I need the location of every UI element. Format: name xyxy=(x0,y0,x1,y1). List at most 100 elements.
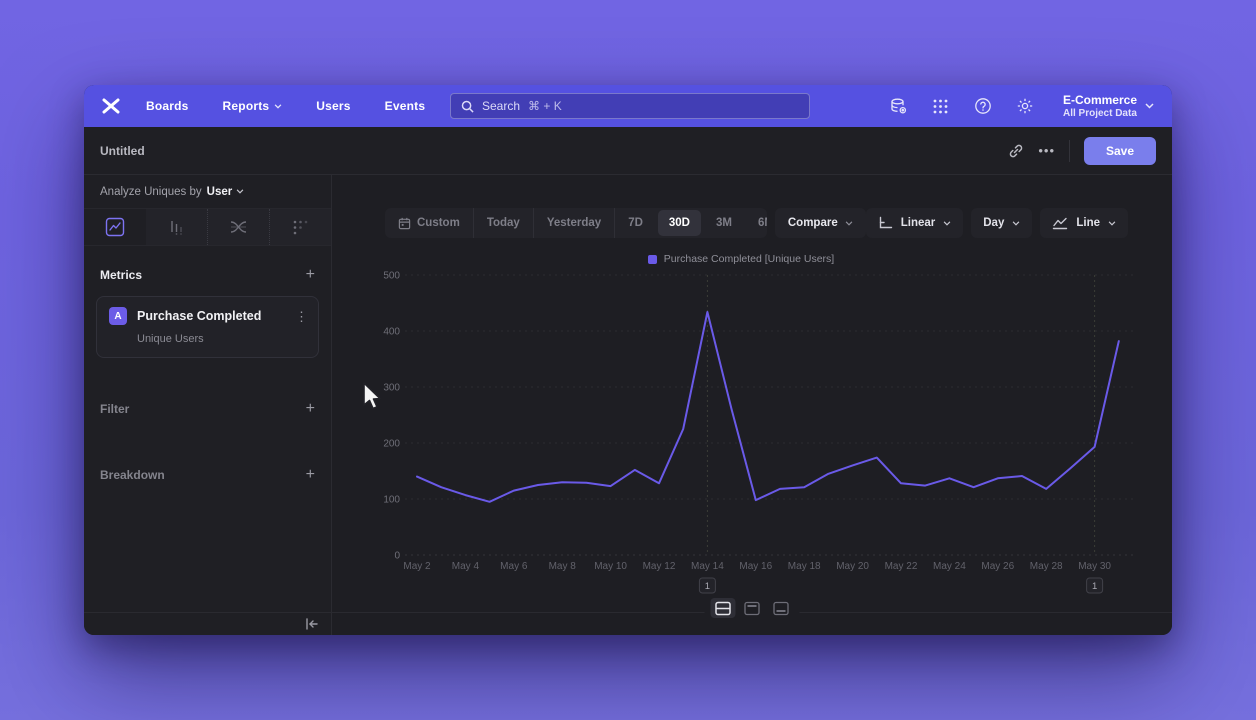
tab-retention[interactable] xyxy=(269,209,331,245)
interval-dropdown[interactable]: Day xyxy=(971,208,1033,238)
add-breakdown-button[interactable]: + xyxy=(305,466,315,483)
chart-toolbar: CustomTodayYesterday7D30D3M6M12M Compare… xyxy=(385,208,1128,238)
y-tick-label: 400 xyxy=(383,327,400,338)
collapse-sidebar-button[interactable] xyxy=(305,617,319,630)
retention-icon xyxy=(293,220,308,234)
add-filter-button[interactable]: + xyxy=(305,400,315,417)
metric-menu-button[interactable]: ⋮ xyxy=(295,308,308,324)
x-tick-label: May 14 xyxy=(691,561,724,572)
x-tick-label: May 30 xyxy=(1078,561,1111,572)
help-icon[interactable] xyxy=(973,96,993,116)
x-tick-label: May 6 xyxy=(500,561,528,572)
nav-item-boards[interactable]: Boards xyxy=(146,99,189,113)
nav-item-reports[interactable]: Reports xyxy=(223,99,283,113)
x-tick-label: May 22 xyxy=(885,561,918,572)
tab-funnels[interactable] xyxy=(146,209,207,245)
chart-view-icon xyxy=(744,601,760,615)
table-view-icon xyxy=(773,601,789,615)
x-tick-label: May 28 xyxy=(1030,561,1063,572)
chevron-down-icon xyxy=(1013,220,1020,226)
x-tick-label: May 16 xyxy=(739,561,772,572)
nav-menu: Boards Reports Users Events xyxy=(146,99,425,113)
copy-link-button[interactable] xyxy=(1008,143,1024,159)
range-30d[interactable]: 30D xyxy=(657,210,701,236)
toggle-split-view[interactable] xyxy=(710,598,736,618)
report-title: Untitled xyxy=(100,143,145,158)
metric-badge: A xyxy=(109,307,127,325)
x-tick-label: May 12 xyxy=(643,561,676,572)
sidebar-footer xyxy=(84,612,331,635)
toggle-chart-view[interactable] xyxy=(740,598,765,618)
filter-label: Filter xyxy=(100,402,130,416)
bottom-divider xyxy=(84,612,1172,613)
chevron-down-icon xyxy=(274,103,282,109)
y-tick-label: 200 xyxy=(383,439,400,450)
line-chart-icon xyxy=(1053,217,1068,229)
apps-grid-icon[interactable] xyxy=(931,96,951,116)
compare-button[interactable]: Compare xyxy=(774,208,866,238)
annotation-badge[interactable] xyxy=(1086,577,1104,594)
metric-card[interactable]: A Purchase Completed ⋮ Unique Users xyxy=(96,296,319,358)
filter-section-header: Filter + xyxy=(84,394,331,424)
save-button[interactable]: Save xyxy=(1084,136,1156,165)
report-header: Untitled ••• Save xyxy=(84,127,1172,175)
collapse-left-icon xyxy=(306,617,318,630)
tab-insights[interactable] xyxy=(84,209,146,245)
y-tick-label: 100 xyxy=(383,495,400,506)
scale-dropdown[interactable]: Linear xyxy=(865,208,964,238)
analyze-row: Analyze Uniques by User xyxy=(84,175,331,209)
query-builder-sidebar: Analyze Uniques by User xyxy=(84,175,332,635)
annotation-badge-label: 1 xyxy=(705,581,710,592)
split-view-icon xyxy=(715,601,731,615)
chevron-down-icon xyxy=(1108,220,1116,226)
analyze-by-dropdown[interactable]: User xyxy=(207,186,245,198)
view-layout-toggles xyxy=(704,596,800,620)
chart-legend: Purchase Completed [Unique Users] xyxy=(332,253,1150,265)
nav-item-events[interactable]: Events xyxy=(384,99,426,113)
y-tick-label: 500 xyxy=(383,271,400,282)
search-icon xyxy=(461,100,474,113)
range-7d[interactable]: 7D xyxy=(615,208,656,238)
line-chart[interactable]: 0 100 200 300 400 500 1 1 May 2 May 4 May 6 May 8 Ma… xyxy=(332,175,1172,635)
series-line[interactable] xyxy=(416,311,1120,503)
chart-type-dropdown[interactable]: Line xyxy=(1040,208,1128,238)
range-yesterday[interactable]: Yesterday xyxy=(534,208,616,238)
calendar-icon xyxy=(398,217,411,229)
x-tick-label: May 2 xyxy=(403,561,431,572)
range-custom[interactable]: Custom xyxy=(385,208,474,238)
project-switcher[interactable]: E-Commerce All Project Data xyxy=(1063,93,1154,119)
metric-measurement[interactable]: Unique Users xyxy=(137,333,204,345)
funnels-icon xyxy=(170,221,182,235)
mixpanel-logo[interactable] xyxy=(98,95,124,117)
report-type-tabs xyxy=(84,209,331,246)
settings-gear-icon[interactable] xyxy=(1015,96,1035,116)
metric-name: Purchase Completed xyxy=(137,309,262,323)
range-6m[interactable]: 6M xyxy=(745,208,767,238)
more-options-button[interactable]: ••• xyxy=(1038,143,1055,158)
toggle-table-view[interactable] xyxy=(769,598,794,618)
breakdown-section-header: Breakdown + xyxy=(84,460,331,490)
search-bar[interactable]: Search ⌘ + K xyxy=(450,93,810,119)
nav-item-users[interactable]: Users xyxy=(316,99,351,113)
search-shortcut: ⌘ + K xyxy=(528,99,562,113)
legend-swatch xyxy=(647,254,657,264)
tab-flows[interactable] xyxy=(207,209,269,245)
annotation-badge-label: 1 xyxy=(1092,581,1097,592)
project-name: E-Commerce xyxy=(1062,93,1137,107)
top-nav-bar: Boards Reports Users Events Search ⌘ + K xyxy=(84,85,1172,127)
add-metric-button[interactable]: + xyxy=(305,266,315,283)
metrics-label: Metrics xyxy=(100,268,143,282)
range-today[interactable]: Today xyxy=(474,208,534,238)
app-window: Boards Reports Users Events Search ⌘ + K xyxy=(84,85,1172,635)
legend-label: Purchase Completed [Unique Users] xyxy=(663,253,835,265)
range-3m[interactable]: 3M xyxy=(703,208,745,238)
data-management-icon[interactable] xyxy=(889,96,909,116)
annotation-badge[interactable] xyxy=(698,577,716,594)
x-tick-label: May 20 xyxy=(836,561,869,572)
analyze-prefix-label: Analyze Uniques by xyxy=(100,185,202,198)
x-tick-label: May 18 xyxy=(788,561,821,572)
x-tick-label: May 24 xyxy=(933,561,966,572)
insights-icon xyxy=(105,217,125,237)
breakdown-label: Breakdown xyxy=(100,468,165,482)
